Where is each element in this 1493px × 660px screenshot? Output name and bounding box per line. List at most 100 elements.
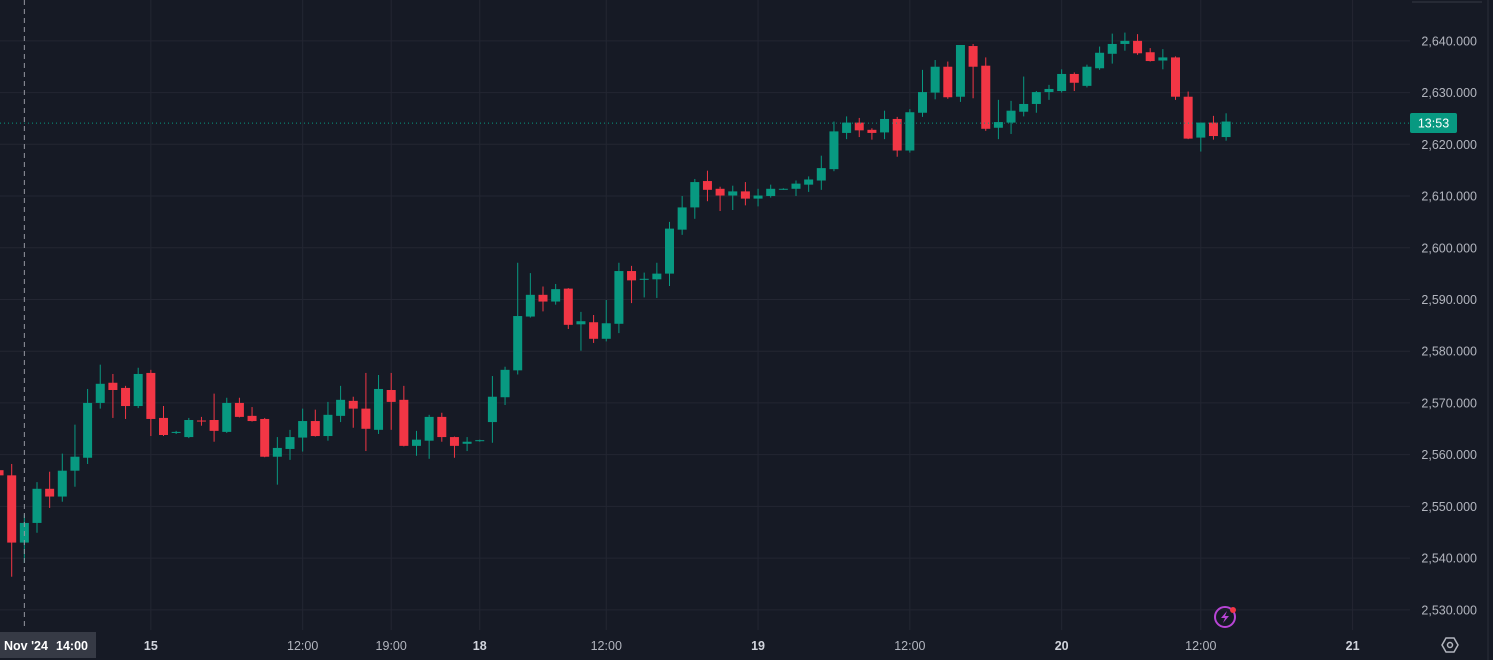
candle-body: [829, 131, 839, 170]
candle-bearish: [1183, 91, 1193, 140]
price-tick-label: 2,640.000: [1421, 34, 1477, 48]
candle-bullish: [778, 188, 788, 190]
candle-bearish: [247, 407, 257, 422]
candle-body: [589, 322, 599, 339]
candle-bearish: [740, 182, 750, 206]
price-tick-label: 2,630.000: [1421, 86, 1477, 100]
candle-bearish: [563, 288, 573, 329]
current-price-badge: 13:53: [1410, 113, 1457, 133]
candle-body: [842, 122, 852, 133]
candle-body: [665, 228, 674, 274]
candle-bullish: [83, 388, 93, 464]
candle-bullish: [57, 453, 67, 502]
candle-bullish: [1082, 64, 1092, 88]
candle-body: [968, 46, 978, 67]
candle-bullish: [424, 414, 434, 459]
candle-bullish: [614, 262, 624, 334]
candle-body: [880, 118, 890, 133]
time-axis[interactable]: 15 12:00 19:00 18 12:00 19 12:00 20 12:00 21: [144, 639, 1360, 653]
candle-bearish: [854, 117, 864, 138]
candle-bullish: [791, 180, 801, 197]
candle-bullish: [1158, 49, 1168, 70]
candle-bullish: [766, 184, 776, 198]
candle-bullish: [665, 221, 674, 287]
candle-body: [323, 414, 333, 437]
time-tick-label: 21: [1346, 639, 1360, 653]
candle-body: [1057, 73, 1067, 92]
candle-bearish: [146, 369, 156, 437]
candle-bearish: [1171, 56, 1180, 100]
candle-bullish: [829, 121, 839, 172]
candle-bullish: [184, 417, 194, 439]
candle-body: [513, 316, 523, 371]
grid-lines: [0, 0, 1410, 630]
candle-body: [285, 437, 295, 449]
candle-bullish: [222, 397, 232, 433]
candle-body: [475, 440, 485, 442]
candle-body: [133, 373, 143, 407]
candle-body: [449, 437, 459, 446]
candle-bullish: [323, 401, 333, 441]
candle-bearish: [0, 470, 4, 476]
candle-body: [867, 129, 877, 133]
candle-bullish: [336, 385, 346, 423]
candle-body: [1107, 43, 1117, 54]
candle-bearish: [968, 43, 978, 99]
candle-body: [83, 402, 93, 458]
candle-bearish: [627, 265, 637, 304]
candle-bearish: [310, 409, 320, 437]
candle-bearish: [209, 393, 219, 442]
candle-bullish: [285, 429, 295, 460]
candle-body: [627, 271, 637, 281]
candle-body: [804, 179, 814, 185]
candle-body: [1158, 57, 1168, 61]
candle-bearish: [260, 417, 270, 458]
lightning-icon[interactable]: [1214, 606, 1236, 628]
candle-bearish: [234, 397, 244, 418]
settings-hexagon-icon[interactable]: [1441, 637, 1459, 653]
time-tick-label: 19:00: [376, 639, 407, 653]
candle-bearish: [702, 170, 712, 202]
candle-bullish: [1107, 33, 1117, 64]
candle-body: [1082, 66, 1092, 86]
candle-bearish: [981, 57, 991, 131]
price-tick-label: 2,620.000: [1421, 138, 1477, 152]
candle-body: [791, 183, 801, 189]
candle-bullish: [513, 262, 523, 375]
candle-bullish: [133, 367, 143, 409]
candle-body: [639, 278, 649, 280]
candle-body: [1069, 73, 1079, 83]
candle-bullish: [1057, 69, 1067, 93]
candle-bullish: [955, 45, 965, 102]
candle-body: [1120, 40, 1130, 44]
candle-body: [905, 112, 915, 151]
candle-bullish: [32, 482, 42, 533]
candle-body: [196, 420, 206, 422]
candle-body: [930, 66, 940, 93]
candle-body: [32, 488, 42, 523]
candle-bullish: [298, 408, 308, 452]
candle-body: [740, 191, 750, 199]
candle-body: [45, 488, 55, 497]
candle-bullish: [272, 437, 282, 485]
candle-body: [260, 418, 270, 457]
candle-bearish: [1069, 72, 1079, 92]
candles: [0, 32, 1231, 577]
candle-body: [121, 387, 131, 407]
candle-bullish: [576, 311, 586, 351]
candle-bullish: [462, 437, 472, 452]
candle-body: [159, 417, 168, 435]
price-tick-label: 2,550.000: [1421, 500, 1477, 514]
crosshair-time-label: Nov '24 14:00: [0, 632, 96, 658]
candle-bullish: [95, 364, 105, 409]
candle-body: [993, 122, 1003, 128]
time-tick-label: 19: [751, 639, 765, 653]
candle-bullish: [601, 300, 611, 342]
candle-bullish: [70, 424, 80, 487]
price-tick-label: 2,600.000: [1421, 241, 1477, 255]
candle-bullish: [816, 155, 826, 190]
candle-bullish: [690, 178, 700, 219]
price-axis[interactable]: 2,640.000 2,630.000 2,620.000 2,610.000 2,60…: [1410, 0, 1493, 660]
price-tick-label: 2,560.000: [1421, 448, 1477, 462]
